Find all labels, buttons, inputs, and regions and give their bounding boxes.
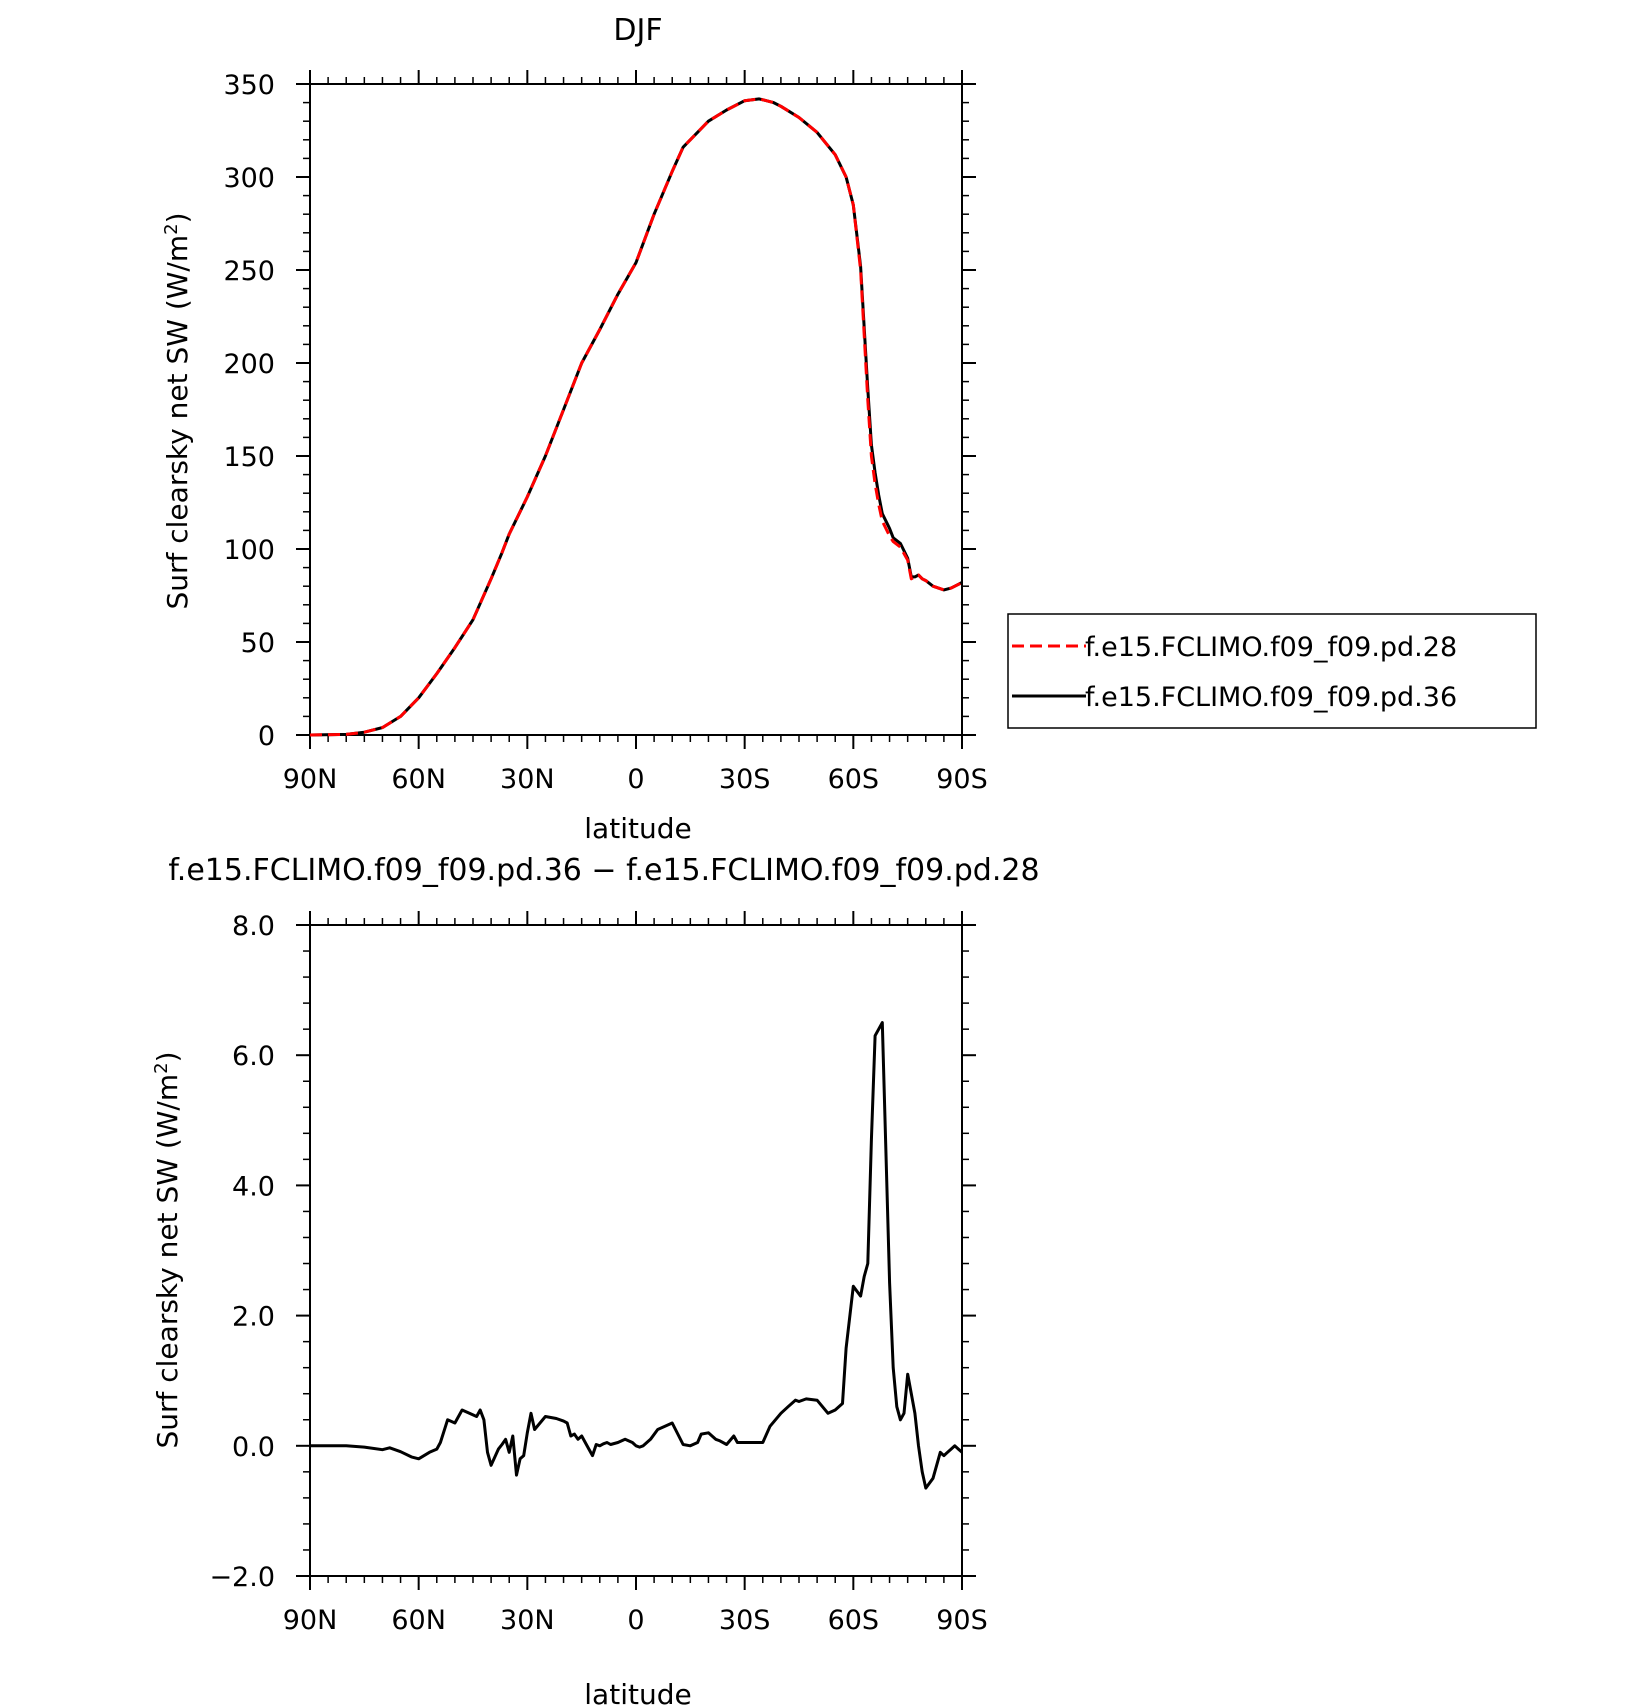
bottom-chart-x-axis-label: latitude <box>584 1678 691 1708</box>
top-chart-x-axis-label: latitude <box>584 812 691 845</box>
bottom-chart-title: f.e15.FCLIMO.f09_f09.pd.36 − f.e15.FCLIM… <box>168 853 1039 888</box>
bottom-chart-x-tick-label: 90S <box>936 1605 988 1636</box>
bottom-chart-x-tick-label: 90N <box>283 1605 338 1636</box>
top-chart-y-tick-label: 150 <box>223 442 275 473</box>
top-chart-series-line-0 <box>309 97 963 737</box>
legend-label-pd28: f.e15.FCLIMO.f09_f09.pd.28 <box>1085 632 1457 663</box>
top-chart-y-tick-labels: 0 50 100 150 200 250 300 350 <box>223 70 275 752</box>
top-chart-x-tick-label: 60N <box>391 764 446 795</box>
bottom-chart-y-tick-label: 4.0 <box>232 1171 275 1202</box>
bottom-chart-y-axis-label-end: ) <box>151 1051 184 1062</box>
bottom-chart-y-tick-label: 8.0 <box>232 911 275 942</box>
bottom-chart-x-tick-label: 60N <box>391 1605 446 1636</box>
legend-label-pd36: f.e15.FCLIMO.f09_f09.pd.36 <box>1085 682 1457 713</box>
bottom-chart-y-tick-label: 2.0 <box>232 1302 275 1333</box>
bottom-chart-plot-area <box>296 911 976 1590</box>
top-chart-ticks <box>296 70 976 749</box>
top-chart-x-tick-label: 0 <box>627 764 644 795</box>
bottom-chart-x-tick-label: 30N <box>500 1605 555 1636</box>
top-chart-y-axis-label: Surf clearsky net SW (W/m2) <box>161 212 194 609</box>
top-chart-x-tick-label: 90S <box>936 764 988 795</box>
top-chart-y-tick-label: 100 <box>223 535 275 566</box>
top-chart-x-tick-labels: 90N 60N 30N 0 30S 60S 90S <box>283 764 988 795</box>
top-chart-frame <box>309 83 963 736</box>
top-chart-title: DJF <box>613 13 662 48</box>
top-chart-series-line-1 <box>309 97 963 737</box>
bottom-chart-y-axis-label-main: Surf clearsky net SW (W/m <box>151 1074 184 1449</box>
bottom-chart-y-tick-labels: −2.0 0.0 2.0 4.0 6.0 8.0 <box>209 911 275 1593</box>
bottom-chart-series <box>310 1021 963 1490</box>
top-chart-y-axis-label-main: Surf clearsky net SW (W/m <box>161 235 194 610</box>
bottom-chart-panel: f.e15.FCLIMO.f09_f09.pd.36 − f.e15.FCLIM… <box>151 853 1040 1708</box>
top-chart-x-tick-label: 60S <box>828 764 880 795</box>
bottom-chart-series-line-0 <box>310 1021 963 1490</box>
bottom-chart-x-tick-labels: 90N 60N 30N 0 30S 60S 90S <box>283 1605 988 1636</box>
top-chart-y-tick-label: 0 <box>258 721 275 752</box>
top-chart-plot-area <box>296 70 976 749</box>
bottom-chart-frame <box>309 924 963 1577</box>
top-chart-x-tick-label: 30S <box>719 764 771 795</box>
bottom-chart-y-tick-label: −2.0 <box>209 1562 275 1593</box>
top-chart-y-tick-label: 50 <box>241 628 275 659</box>
legend-entry-pd28: f.e15.FCLIMO.f09_f09.pd.28 <box>1012 632 1457 663</box>
bottom-chart-x-tick-label: 0 <box>627 1605 644 1636</box>
legend-box <box>1007 613 1537 729</box>
top-chart-y-axis-label-superscript: 2 <box>161 223 182 234</box>
top-chart-y-tick-label: 200 <box>223 349 275 380</box>
bottom-chart-x-tick-label: 30S <box>719 1605 771 1636</box>
top-chart-x-tick-label: 90N <box>283 764 338 795</box>
top-chart-series <box>309 97 963 737</box>
top-chart-y-tick-label: 250 <box>223 256 275 287</box>
legend-entry-pd36: f.e15.FCLIMO.f09_f09.pd.36 <box>1012 682 1457 713</box>
bottom-chart-y-tick-label: 6.0 <box>232 1041 275 1072</box>
bottom-chart-y-tick-label: 0.0 <box>232 1432 275 1463</box>
bottom-chart-x-tick-label: 60S <box>828 1605 880 1636</box>
top-chart-y-tick-label: 350 <box>223 70 275 101</box>
top-chart-x-tick-label: 30N <box>500 764 555 795</box>
top-chart-panel: DJF 90N 60N 30N 0 30S 60S 90S 0 50 100 150 200 250 3… <box>161 13 1537 845</box>
bottom-chart-ticks <box>296 911 976 1590</box>
bottom-chart-y-axis-label: Surf clearsky net SW (W/m2) <box>151 1051 184 1448</box>
top-chart-y-axis-label-end: ) <box>161 212 194 223</box>
top-chart-y-tick-label: 300 <box>223 163 275 194</box>
bottom-chart-y-axis-label-superscript: 2 <box>151 1062 172 1073</box>
top-chart-legend: f.e15.FCLIMO.f09_f09.pd.28 f.e15.FCLIMO.… <box>1007 613 1537 729</box>
